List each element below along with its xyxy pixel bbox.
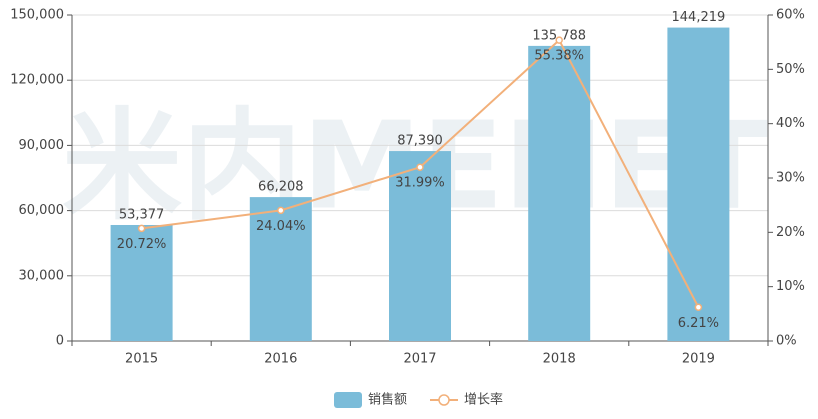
legend-label: 增长率 — [464, 392, 503, 408]
bar-value-label: 53,377 — [119, 207, 165, 222]
bar-value-label: 87,390 — [397, 134, 443, 149]
x-tick-label: 2019 — [682, 352, 715, 367]
y-tick-label: 90,000 — [19, 138, 65, 153]
bar — [249, 197, 312, 341]
bar — [667, 27, 730, 342]
y2-tick-label: 40% — [776, 116, 805, 131]
y2-tick-label: 0% — [776, 334, 797, 349]
y-tick-label: 150,000 — [10, 8, 64, 23]
x-tick-label: 2017 — [403, 352, 436, 367]
y2-tick-label: 30% — [776, 171, 805, 186]
bar-value-label: 144,219 — [672, 10, 726, 25]
line-point — [555, 36, 563, 44]
legend-swatch — [334, 392, 362, 408]
y2-tick-label: 20% — [776, 225, 805, 240]
y-tick-label: 60,000 — [19, 203, 65, 218]
line-value-label: 31.99% — [395, 176, 445, 191]
bar-value-label: 135,788 — [532, 28, 586, 43]
line-value-label: 20.72% — [117, 237, 167, 252]
line-value-label: 55.38% — [534, 49, 584, 64]
line-value-label: 24.04% — [256, 219, 306, 234]
y2-tick-label: 60% — [776, 8, 805, 23]
bar-value-label: 66,208 — [258, 180, 304, 195]
legend-swatch — [438, 394, 450, 406]
bar — [528, 45, 591, 341]
legend-label: 销售额 — [368, 392, 407, 408]
x-tick-label: 2016 — [264, 352, 297, 367]
line-point — [416, 163, 424, 171]
y-tick-label: 120,000 — [10, 73, 64, 88]
line-value-label: 6.21% — [678, 316, 719, 331]
line-point — [694, 303, 703, 312]
bar — [389, 151, 451, 341]
x-tick-label: 2018 — [543, 352, 576, 367]
y-tick-label: 30,000 — [19, 268, 65, 283]
x-tick-label: 2015 — [125, 352, 158, 367]
line-point — [277, 206, 285, 215]
y-tick-label: 0 — [56, 334, 64, 349]
line-point — [137, 224, 146, 233]
y2-tick-label: 10% — [776, 279, 805, 294]
bar — [110, 224, 173, 341]
y2-tick-label: 50% — [776, 62, 805, 77]
